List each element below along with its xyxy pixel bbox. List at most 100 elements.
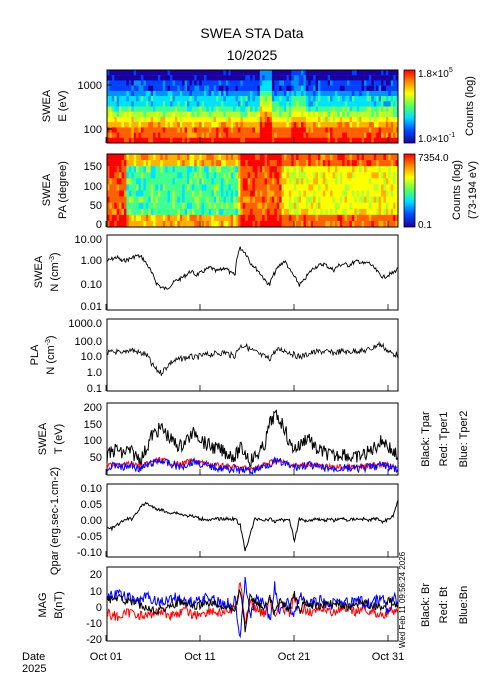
spectrogram-cell	[327, 178, 331, 185]
spectrogram-cell	[254, 196, 258, 203]
spectrogram-cell	[284, 172, 287, 179]
spectrogram-cell	[121, 106, 125, 112]
spectrogram-cell	[315, 85, 319, 91]
spectrogram-cell	[172, 166, 176, 173]
spectrogram-cell	[344, 96, 348, 102]
spectrogram-cell	[366, 208, 370, 216]
spectrogram-cell	[242, 90, 246, 97]
spectrogram-cell	[230, 172, 234, 179]
spectrogram-cell	[313, 184, 316, 191]
spectrogram-cell	[119, 208, 122, 216]
spectrogram-cell	[250, 166, 253, 173]
spectrogram-cell	[381, 190, 384, 197]
spectrogram-cell	[366, 166, 370, 173]
spectrogram-cell	[281, 154, 285, 161]
spectrogram-cell	[121, 96, 125, 102]
spectrogram-cell	[206, 70, 210, 76]
spectrogram-cell	[121, 214, 125, 222]
spectrogram-cell	[395, 137, 399, 144]
spectrogram-cell	[218, 208, 222, 216]
spectrogram-cell	[167, 70, 171, 76]
spectrogram-cell	[351, 172, 355, 179]
spectrogram-cell	[281, 137, 285, 144]
spectrogram-cell	[155, 220, 159, 228]
spectrogram-cell	[170, 220, 173, 228]
spectrogram-cell	[356, 154, 360, 161]
spectrogram-cell	[288, 166, 292, 173]
spectrogram-cell	[242, 127, 246, 133]
spectrogram-cell	[160, 220, 164, 228]
spectrogram-cell	[339, 90, 343, 97]
tick-label: 1.00	[81, 255, 102, 267]
spectrogram-cell	[281, 196, 285, 203]
spectrogram-cell	[148, 137, 151, 144]
spectrogram-cell	[233, 111, 236, 118]
spectrogram-cell	[191, 214, 195, 222]
spectrogram-cell	[167, 85, 171, 91]
spectrogram-cell	[194, 178, 198, 185]
spectrogram-cell	[327, 96, 331, 102]
spectrogram-cell	[150, 190, 154, 197]
spectrogram-cell	[242, 214, 246, 222]
spectrogram-cell	[121, 80, 125, 86]
axis-label: E (eV)	[57, 90, 69, 121]
spectrogram-cell	[109, 184, 113, 191]
spectrogram-cell	[136, 137, 139, 144]
spectrogram-cell	[199, 111, 202, 118]
spectrogram-cell	[235, 127, 239, 133]
spectrogram-cell	[330, 127, 333, 133]
spectrogram-cell	[354, 202, 358, 209]
spectrogram-cell	[121, 132, 125, 138]
spectrogram-cell	[206, 96, 210, 102]
spectrogram-cell	[109, 70, 113, 76]
spectrogram-cell	[174, 85, 178, 91]
spectrogram-cell	[293, 75, 297, 81]
spectrogram-cell	[114, 80, 118, 86]
spectrogram-cell	[211, 85, 215, 91]
spectrogram-cell	[301, 80, 304, 86]
panel-swea-density: SWEA N (cm-3) 10.00 1.00 0.10 0.01	[33, 234, 399, 313]
spectrogram-cell	[143, 96, 147, 102]
spectrogram-cell	[107, 172, 110, 179]
spectrogram-cell	[334, 111, 338, 118]
spectrogram-cell	[390, 70, 394, 76]
spectrogram-cell	[179, 178, 183, 185]
spectrogram-cell	[143, 137, 147, 144]
spectrogram-cell	[179, 137, 183, 144]
spectrogram-cell	[344, 208, 348, 216]
spectrogram-cell	[136, 172, 139, 179]
spectrogram-cell	[160, 214, 164, 222]
spectrogram-cell	[327, 106, 331, 112]
spectrogram-cell	[330, 75, 333, 81]
spectrogram-cell	[342, 154, 345, 161]
spectrogram-cell	[318, 202, 321, 209]
spectrogram-cell	[228, 85, 232, 91]
spectrogram-cell	[267, 202, 270, 209]
spectrogram-cell	[330, 111, 333, 118]
spectrogram-cell	[308, 166, 312, 173]
spectrogram-cell	[274, 184, 278, 191]
spectrogram-cell	[313, 208, 316, 216]
spectrogram-cell	[271, 106, 275, 112]
spectrogram-cell	[376, 101, 379, 107]
spectrogram-cell	[332, 178, 336, 185]
spectrogram-cell	[264, 184, 268, 191]
spectrogram-cell	[269, 196, 273, 203]
spectrogram-cell	[235, 116, 239, 123]
x-tick-label: Oct 11	[184, 651, 216, 663]
spectrogram-cell	[296, 202, 299, 209]
spectrogram-cell	[393, 70, 396, 76]
spectrogram-cell	[116, 137, 120, 144]
spectrogram-cell	[390, 80, 394, 86]
spectrogram-cell	[184, 214, 188, 222]
spectrogram-cell	[330, 70, 333, 76]
spectrogram-cell	[393, 166, 396, 173]
spectrogram-cell	[160, 172, 164, 179]
spectrogram-cell	[337, 75, 341, 81]
spectrogram-cell	[124, 208, 127, 216]
spectrogram-cell	[385, 184, 389, 191]
spectrogram-cell	[330, 214, 333, 222]
spectrogram-cell	[349, 116, 353, 123]
spectrogram-cell	[262, 190, 265, 197]
spectrogram-cell	[393, 80, 396, 86]
